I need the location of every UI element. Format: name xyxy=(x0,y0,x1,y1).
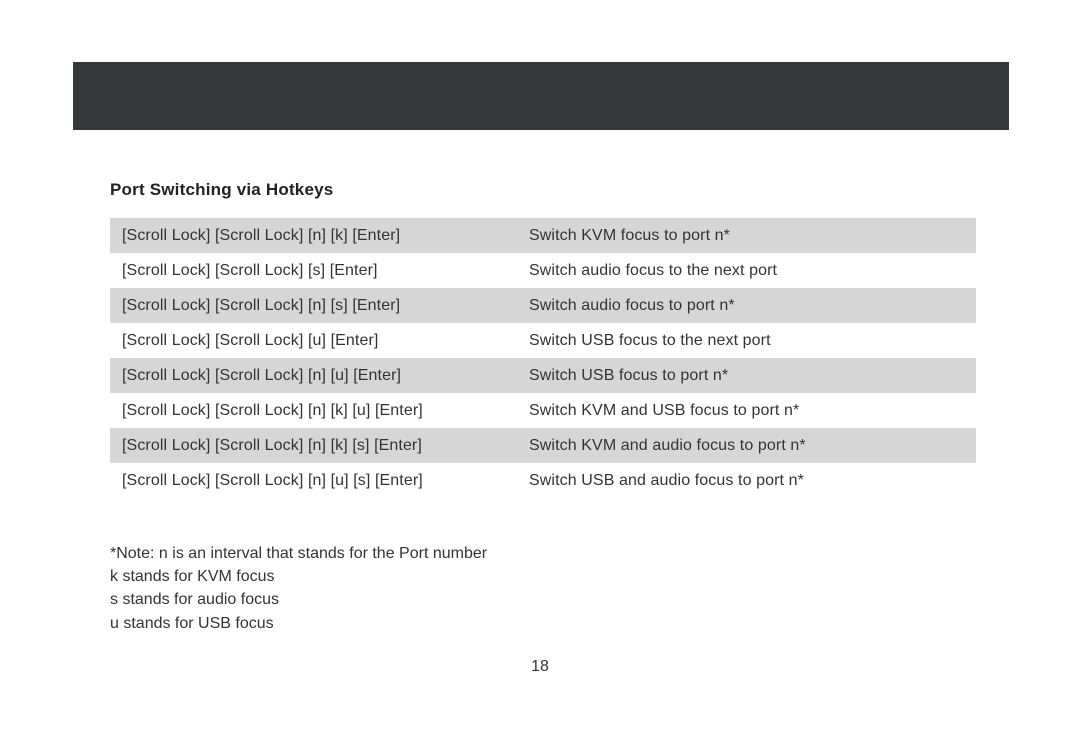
note-line: k stands for KVM focus xyxy=(110,565,976,588)
hotkey-action: Switch KVM and USB focus to port n* xyxy=(517,393,976,428)
hotkey-action: Switch USB focus to the next port xyxy=(517,323,976,358)
hotkey-action: Switch audio focus to port n* xyxy=(517,288,976,323)
hotkey-keys: [Scroll Lock] [Scroll Lock] [s] [Enter] xyxy=(110,253,517,288)
table-row: [Scroll Lock] [Scroll Lock] [n] [u] [s] … xyxy=(110,463,976,498)
content-area: Port Switching via Hotkeys [Scroll Lock]… xyxy=(110,180,976,635)
hotkey-keys: [Scroll Lock] [Scroll Lock] [n] [u] [Ent… xyxy=(110,358,517,393)
page-root: Port Switching via Hotkeys [Scroll Lock]… xyxy=(0,0,1080,752)
table-row: [Scroll Lock] [Scroll Lock] [n] [s] [Ent… xyxy=(110,288,976,323)
hotkey-action: Switch KVM focus to port n* xyxy=(517,218,976,253)
hotkey-keys: [Scroll Lock] [Scroll Lock] [n] [k] [s] … xyxy=(110,428,517,463)
section-title: Port Switching via Hotkeys xyxy=(110,180,976,200)
table-row: [Scroll Lock] [Scroll Lock] [n] [u] [Ent… xyxy=(110,358,976,393)
table-row: [Scroll Lock] [Scroll Lock] [n] [k] [u] … xyxy=(110,393,976,428)
hotkey-keys: [Scroll Lock] [Scroll Lock] [n] [k] [u] … xyxy=(110,393,517,428)
table-row: [Scroll Lock] [Scroll Lock] [n] [k] [Ent… xyxy=(110,218,976,253)
hotkey-action: Switch audio focus to the next port xyxy=(517,253,976,288)
hotkey-action: Switch USB focus to port n* xyxy=(517,358,976,393)
table-row: [Scroll Lock] [Scroll Lock] [u] [Enter] … xyxy=(110,323,976,358)
note-line: s stands for audio focus xyxy=(110,588,976,611)
table-row: [Scroll Lock] [Scroll Lock] [s] [Enter] … xyxy=(110,253,976,288)
hotkey-action: Switch KVM and audio focus to port n* xyxy=(517,428,976,463)
page-number: 18 xyxy=(0,658,1080,676)
note-line: *Note: n is an interval that stands for … xyxy=(110,542,976,565)
hotkey-action: Switch USB and audio focus to port n* xyxy=(517,463,976,498)
hotkey-keys: [Scroll Lock] [Scroll Lock] [u] [Enter] xyxy=(110,323,517,358)
hotkey-keys: [Scroll Lock] [Scroll Lock] [n] [s] [Ent… xyxy=(110,288,517,323)
hotkey-table: [Scroll Lock] [Scroll Lock] [n] [k] [Ent… xyxy=(110,218,976,498)
note-line: u stands for USB focus xyxy=(110,612,976,635)
notes-block: *Note: n is an interval that stands for … xyxy=(110,542,976,635)
header-bar xyxy=(73,62,1009,130)
hotkey-keys: [Scroll Lock] [Scroll Lock] [n] [u] [s] … xyxy=(110,463,517,498)
table-row: [Scroll Lock] [Scroll Lock] [n] [k] [s] … xyxy=(110,428,976,463)
hotkey-keys: [Scroll Lock] [Scroll Lock] [n] [k] [Ent… xyxy=(110,218,517,253)
